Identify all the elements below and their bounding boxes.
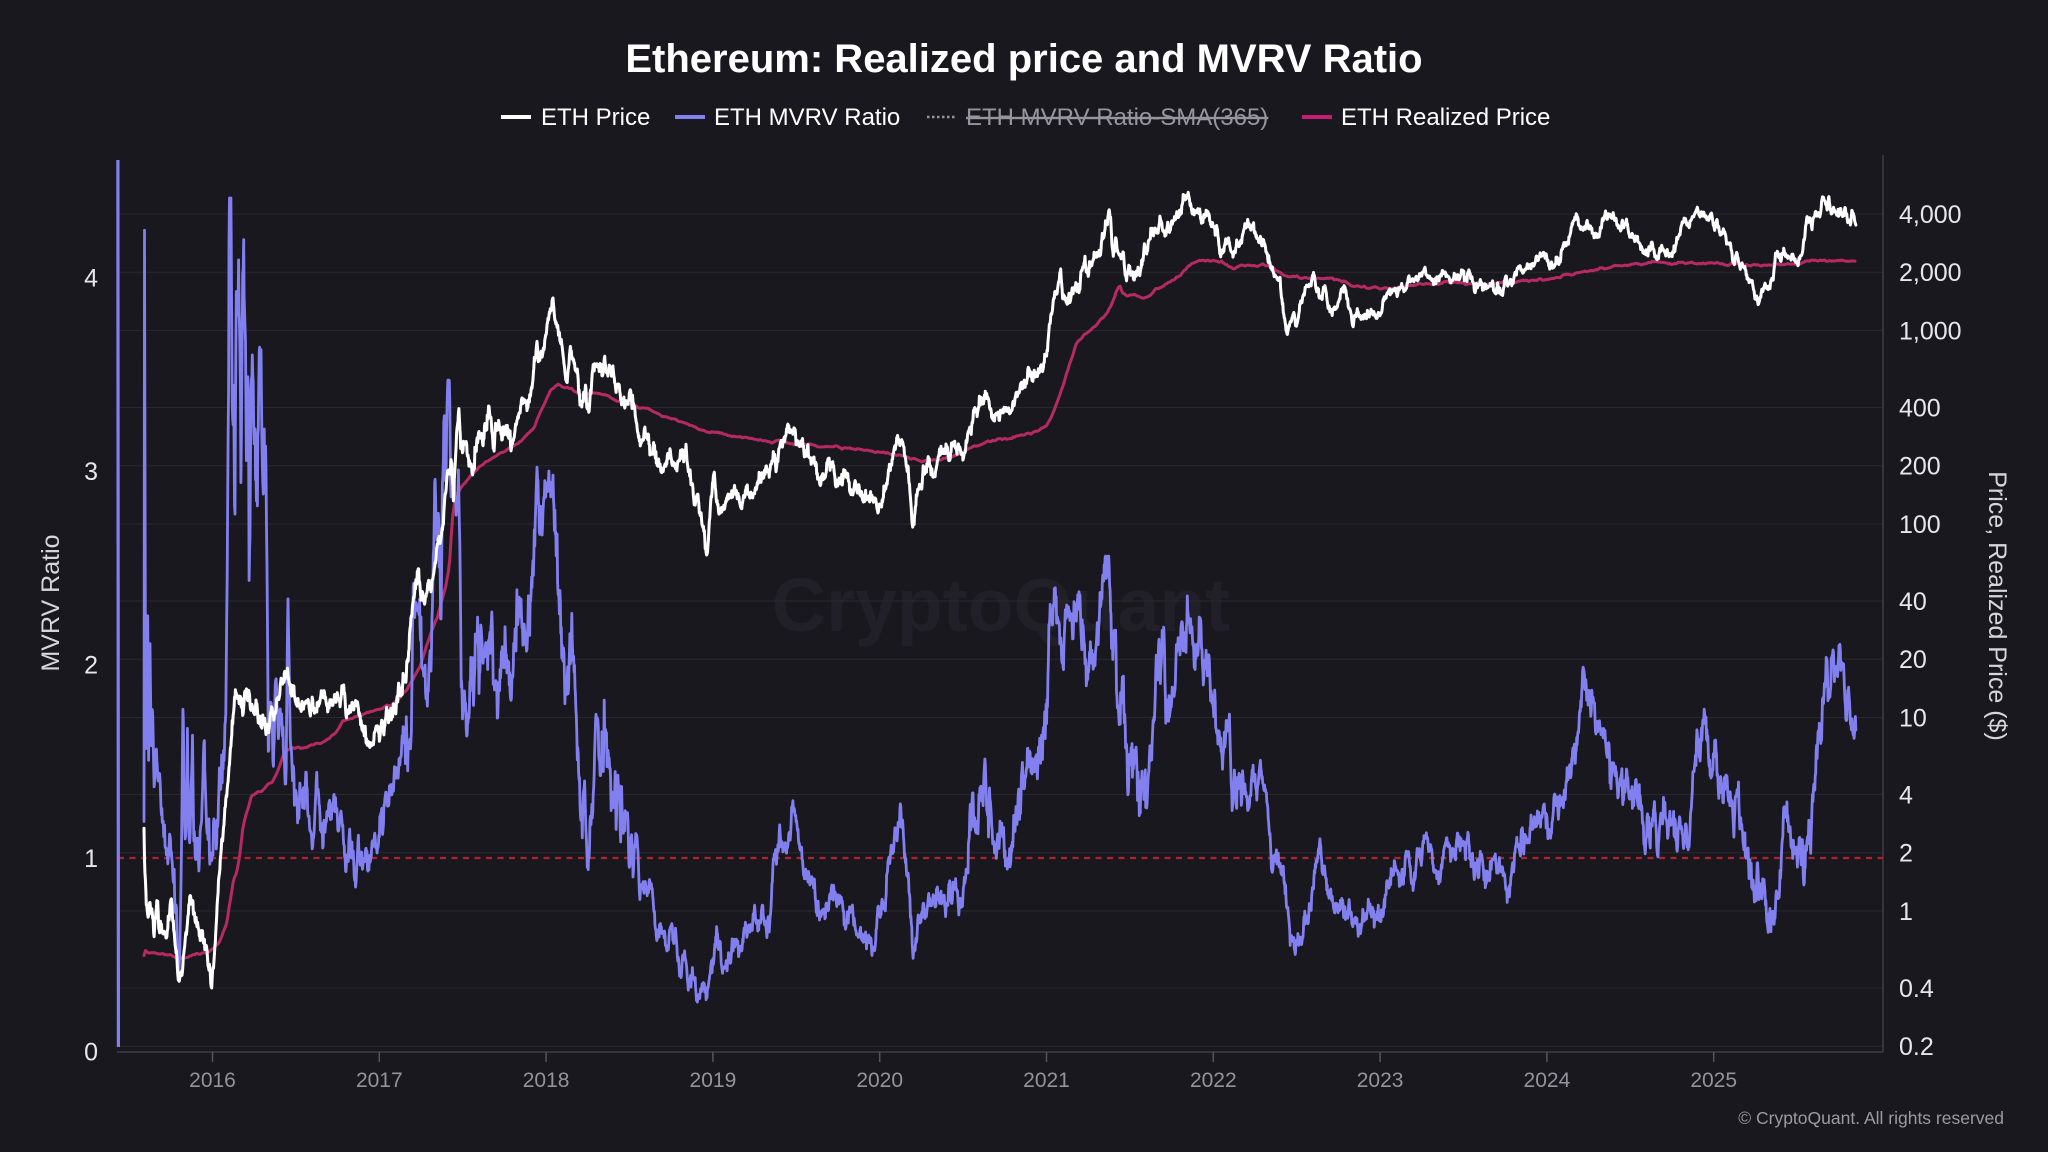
svg-text:2: 2 [1899, 840, 1913, 868]
svg-text:2018: 2018 [523, 1069, 570, 1092]
svg-text:ETH MVRV Ratio-SMA(365): ETH MVRV Ratio-SMA(365) [966, 104, 1268, 131]
svg-text:1: 1 [1899, 898, 1913, 926]
svg-text:2024: 2024 [1524, 1069, 1571, 1092]
svg-text:2,000: 2,000 [1899, 259, 1962, 287]
svg-text:2020: 2020 [856, 1069, 903, 1092]
svg-text:1: 1 [84, 845, 98, 873]
svg-text:MVRV Ratio: MVRV Ratio [37, 534, 65, 671]
svg-text:2019: 2019 [690, 1069, 737, 1092]
svg-text:0: 0 [84, 1038, 98, 1066]
svg-text:2025: 2025 [1690, 1069, 1737, 1092]
svg-text:4: 4 [1899, 781, 1913, 809]
svg-text:2022: 2022 [1190, 1069, 1237, 1092]
svg-text:2016: 2016 [189, 1069, 236, 1092]
svg-text:ETH Realized Price: ETH Realized Price [1341, 104, 1550, 131]
svg-text:40: 40 [1899, 588, 1927, 616]
svg-text:20: 20 [1899, 646, 1927, 674]
svg-text:2023: 2023 [1357, 1069, 1404, 1092]
svg-text:Price, Realized Price ($): Price, Realized Price ($) [1983, 471, 2011, 741]
svg-text:1,000: 1,000 [1899, 317, 1962, 345]
svg-text:2017: 2017 [356, 1069, 403, 1092]
svg-text:2: 2 [84, 651, 98, 679]
svg-text:3: 3 [84, 458, 98, 486]
svg-text:10: 10 [1899, 704, 1927, 732]
svg-text:400: 400 [1899, 394, 1941, 422]
svg-text:4,000: 4,000 [1899, 201, 1962, 229]
svg-text:4: 4 [84, 264, 98, 292]
svg-text:2021: 2021 [1023, 1069, 1070, 1092]
svg-text:0.2: 0.2 [1899, 1033, 1934, 1061]
svg-text:ETH MVRV Ratio: ETH MVRV Ratio [714, 104, 900, 131]
svg-text:100: 100 [1899, 511, 1941, 539]
svg-text:ETH Price: ETH Price [541, 104, 650, 131]
svg-text:200: 200 [1899, 453, 1941, 481]
svg-text:CryptoQuant: CryptoQuant [772, 563, 1230, 647]
svg-text:0.4: 0.4 [1899, 975, 1934, 1003]
svg-text:© CryptoQuant. All rights rese: © CryptoQuant. All rights reserved [1738, 1108, 2004, 1128]
svg-text:Ethereum: Realized price and M: Ethereum: Realized price and MVRV Ratio [625, 37, 1422, 81]
